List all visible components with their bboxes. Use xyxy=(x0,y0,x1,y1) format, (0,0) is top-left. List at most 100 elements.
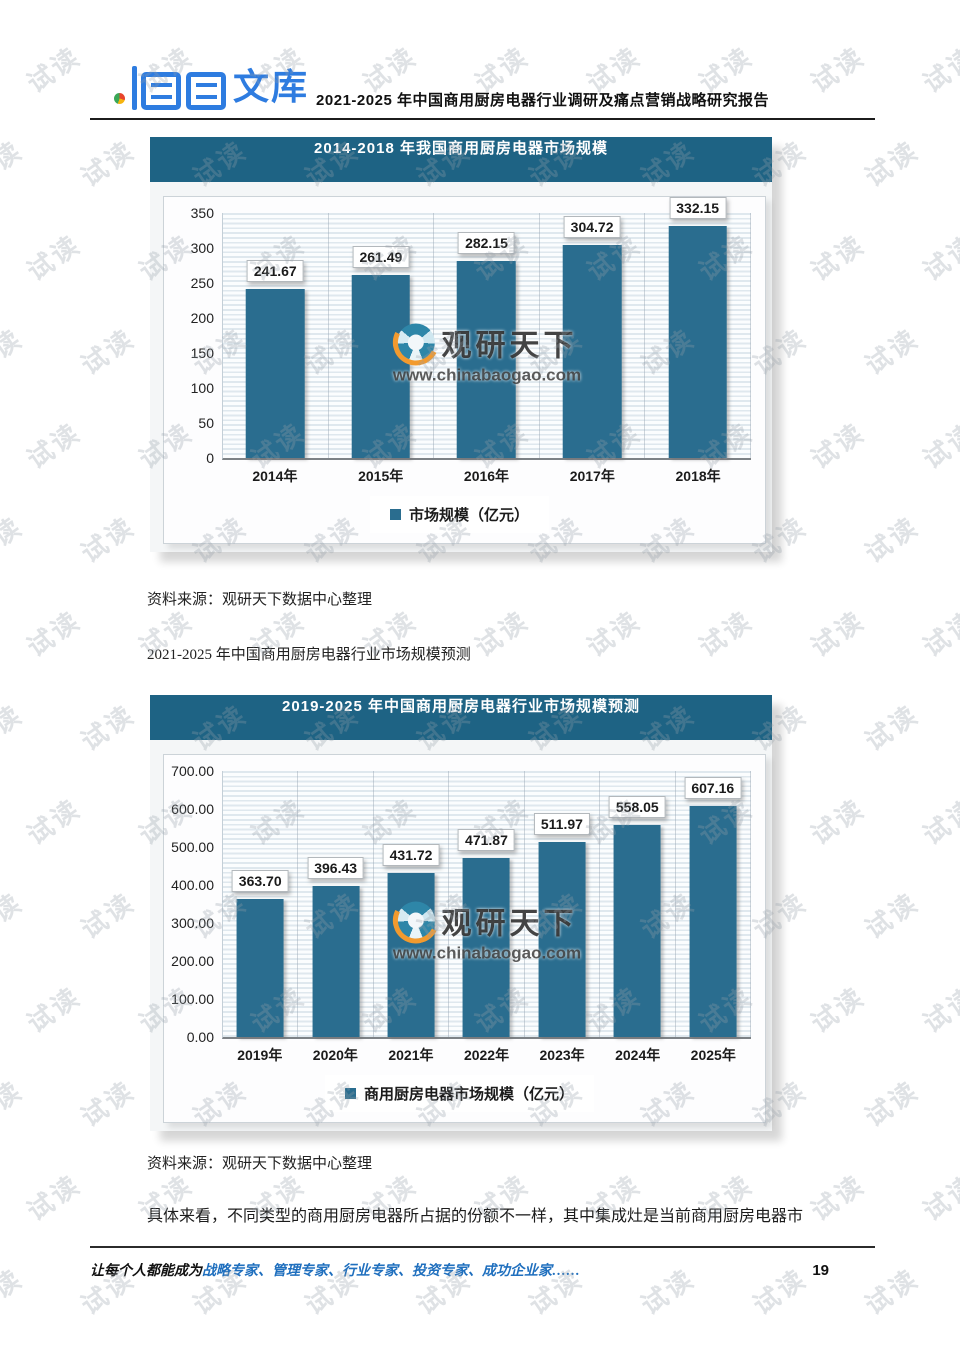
y-axis-tick: 500.00 xyxy=(171,839,214,855)
watermark-text: 试读 xyxy=(0,1263,29,1322)
watermark-text: 试读 xyxy=(22,229,87,288)
category-cell: 471.87 xyxy=(449,771,525,1037)
footer-slogan-highlight: 战略专家、管理专家、行业专家、投资专家、成功企业家…… xyxy=(202,1264,580,1279)
watermark-text: 试读 xyxy=(0,511,29,570)
logo-dot-icon xyxy=(114,93,125,104)
page-header: 文库 2021-2025 年中国商用厨房电器行业调研及痛点营销战略研究报告 xyxy=(90,56,875,120)
logo-block-2 xyxy=(186,72,226,110)
watermark-text: 试读 xyxy=(860,511,925,570)
watermark-text: 试读 xyxy=(860,323,925,382)
watermark-text: 试读 xyxy=(691,1353,760,1357)
y-axis-tick: 400.00 xyxy=(171,877,214,893)
watermark-text: 试读 xyxy=(918,229,960,288)
data-label: 471.87 xyxy=(458,828,515,851)
watermark-text: 试读 xyxy=(467,1353,536,1357)
x-axis-label: 2019年 xyxy=(237,1047,283,1063)
plot-area: 观研天下 www.chinabaogao.com 241.67 261.49 282… xyxy=(222,196,751,460)
legend-row: 商用厨房电器市场规模（亿元） xyxy=(168,1075,751,1112)
data-label: 558.05 xyxy=(608,795,666,818)
y-axis-tick: 0 xyxy=(206,450,214,466)
x-axis-label: 2018年 xyxy=(675,468,721,484)
bar-2015年 xyxy=(351,274,411,458)
x-axis-label: 2015年 xyxy=(358,468,404,484)
watermark-text: 试读 xyxy=(409,0,478,6)
y-axis-tick: 700.00 xyxy=(171,763,214,779)
legend-label: 商用厨房电器市场规模（亿元） xyxy=(363,1086,574,1103)
watermark-text: 试读 xyxy=(521,0,590,6)
bar-2020年 xyxy=(312,886,360,1037)
watermark-text: 试读 xyxy=(131,1353,200,1357)
y-axis-tick: 100.00 xyxy=(171,991,214,1007)
bar-2014年 xyxy=(246,288,305,458)
x-axis-label: 2024年 xyxy=(615,1047,661,1063)
section-caption: 2021-2025 年中国商用厨房电器行业市场规模预测 xyxy=(147,647,471,663)
watermark-text: 试读 xyxy=(76,699,141,758)
chart-market-forecast-2019-2025: 2019-2025 年中国商用厨房电器行业市场规模预测 700.00 600.00… xyxy=(150,695,772,1131)
legend: 市场规模（亿元） xyxy=(369,496,549,533)
bar-2016年 xyxy=(457,260,516,458)
data-label: 261.49 xyxy=(352,245,410,268)
watermark-text: 试读 xyxy=(185,0,254,6)
page-footer: 让每个人都能成为 战略专家、管理专家、行业专家、投资专家、成功企业家…… 19 xyxy=(90,1246,875,1280)
watermark-text: 试读 xyxy=(806,417,871,476)
watermark-text: 试读 xyxy=(860,887,925,946)
y-axis-tick: 300 xyxy=(190,240,214,256)
bar-2024年 xyxy=(613,824,661,1037)
watermark-text: 试读 xyxy=(0,0,29,6)
y-axis-tick: 200.00 xyxy=(171,953,214,969)
legend-marker-icon xyxy=(389,509,401,520)
source-note: 资料来源：观研天下数据中心整理 xyxy=(147,592,373,608)
x-axis-label: 2025年 xyxy=(690,1047,736,1063)
category-cell: 332.15 xyxy=(645,196,751,458)
watermark-text: 试读 xyxy=(806,981,871,1040)
x-axis-label: 2022年 xyxy=(463,1047,510,1063)
data-label: 363.70 xyxy=(231,869,289,892)
watermark-text: 试读 xyxy=(694,605,759,664)
watermark-text: 试读 xyxy=(633,0,702,6)
data-label: 304.72 xyxy=(563,215,621,238)
watermark-text: 试读 xyxy=(22,981,87,1040)
category-cell: 282.15 xyxy=(434,213,540,458)
watermark-text: 试读 xyxy=(579,1353,648,1357)
watermark-text: 试读 xyxy=(76,511,141,570)
report-title: 2021-2025 年中国商用厨房电器行业调研及痛点营销战略研究报告 xyxy=(316,92,769,109)
watermark-text: 试读 xyxy=(918,41,960,100)
logo-block-1 xyxy=(141,72,181,110)
page-number: 19 xyxy=(812,1262,829,1279)
category-cell: 511.97 xyxy=(525,771,601,1037)
x-axis: 2014年 2015年 2016年 2017年 2018年 xyxy=(222,460,751,492)
bar-2019年 xyxy=(236,898,284,1037)
y-axis-tick: 50 xyxy=(198,415,214,431)
data-label: 282.15 xyxy=(458,231,515,254)
watermark-text: 试读 xyxy=(297,0,366,6)
y-axis: 350 300 250 200 150 100 50 0 xyxy=(168,205,222,466)
watermark-text: 试读 xyxy=(470,605,535,664)
watermark-text: 试读 xyxy=(0,699,29,758)
watermark-text: 试读 xyxy=(860,699,925,758)
watermark-text: 试读 xyxy=(22,41,87,100)
watermark-text: 试读 xyxy=(22,1169,87,1228)
x-axis-label: 2021年 xyxy=(388,1047,434,1063)
logo-wordmark: 文库 xyxy=(233,67,310,108)
brand-logo: 文库 xyxy=(114,66,309,110)
watermark-text: 试读 xyxy=(22,793,87,852)
watermark-text: 试读 xyxy=(0,135,29,194)
y-axis-tick: 200 xyxy=(190,310,214,326)
chart-panel: 700.00 600.00 500.00 400.00 300.00 200.00 100.… xyxy=(163,754,766,1123)
watermark-text: 试读 xyxy=(0,887,29,946)
data-label: 431.72 xyxy=(382,843,440,866)
plot-row: 350 300 250 200 150 100 50 0 观研天下 www.chinabaog… xyxy=(168,196,751,466)
watermark-text: 试读 xyxy=(73,0,142,6)
category-cell: 396.43 xyxy=(298,771,374,1037)
watermark-text: 试读 xyxy=(243,1353,312,1357)
y-axis-tick: 250 xyxy=(190,275,214,291)
x-axis-label: 2014年 xyxy=(252,468,298,484)
legend-label: 市场规模（亿元） xyxy=(408,507,529,524)
chart-title-banner: 2014-2018 年我国商用厨房电器市场规模 xyxy=(150,137,772,182)
x-axis-label: 2016年 xyxy=(463,468,510,484)
category-cell: 241.67 xyxy=(223,213,329,458)
watermark-text: 试读 xyxy=(582,605,647,664)
watermark-text: 试读 xyxy=(860,1075,925,1134)
bar-2025年 xyxy=(689,806,737,1037)
